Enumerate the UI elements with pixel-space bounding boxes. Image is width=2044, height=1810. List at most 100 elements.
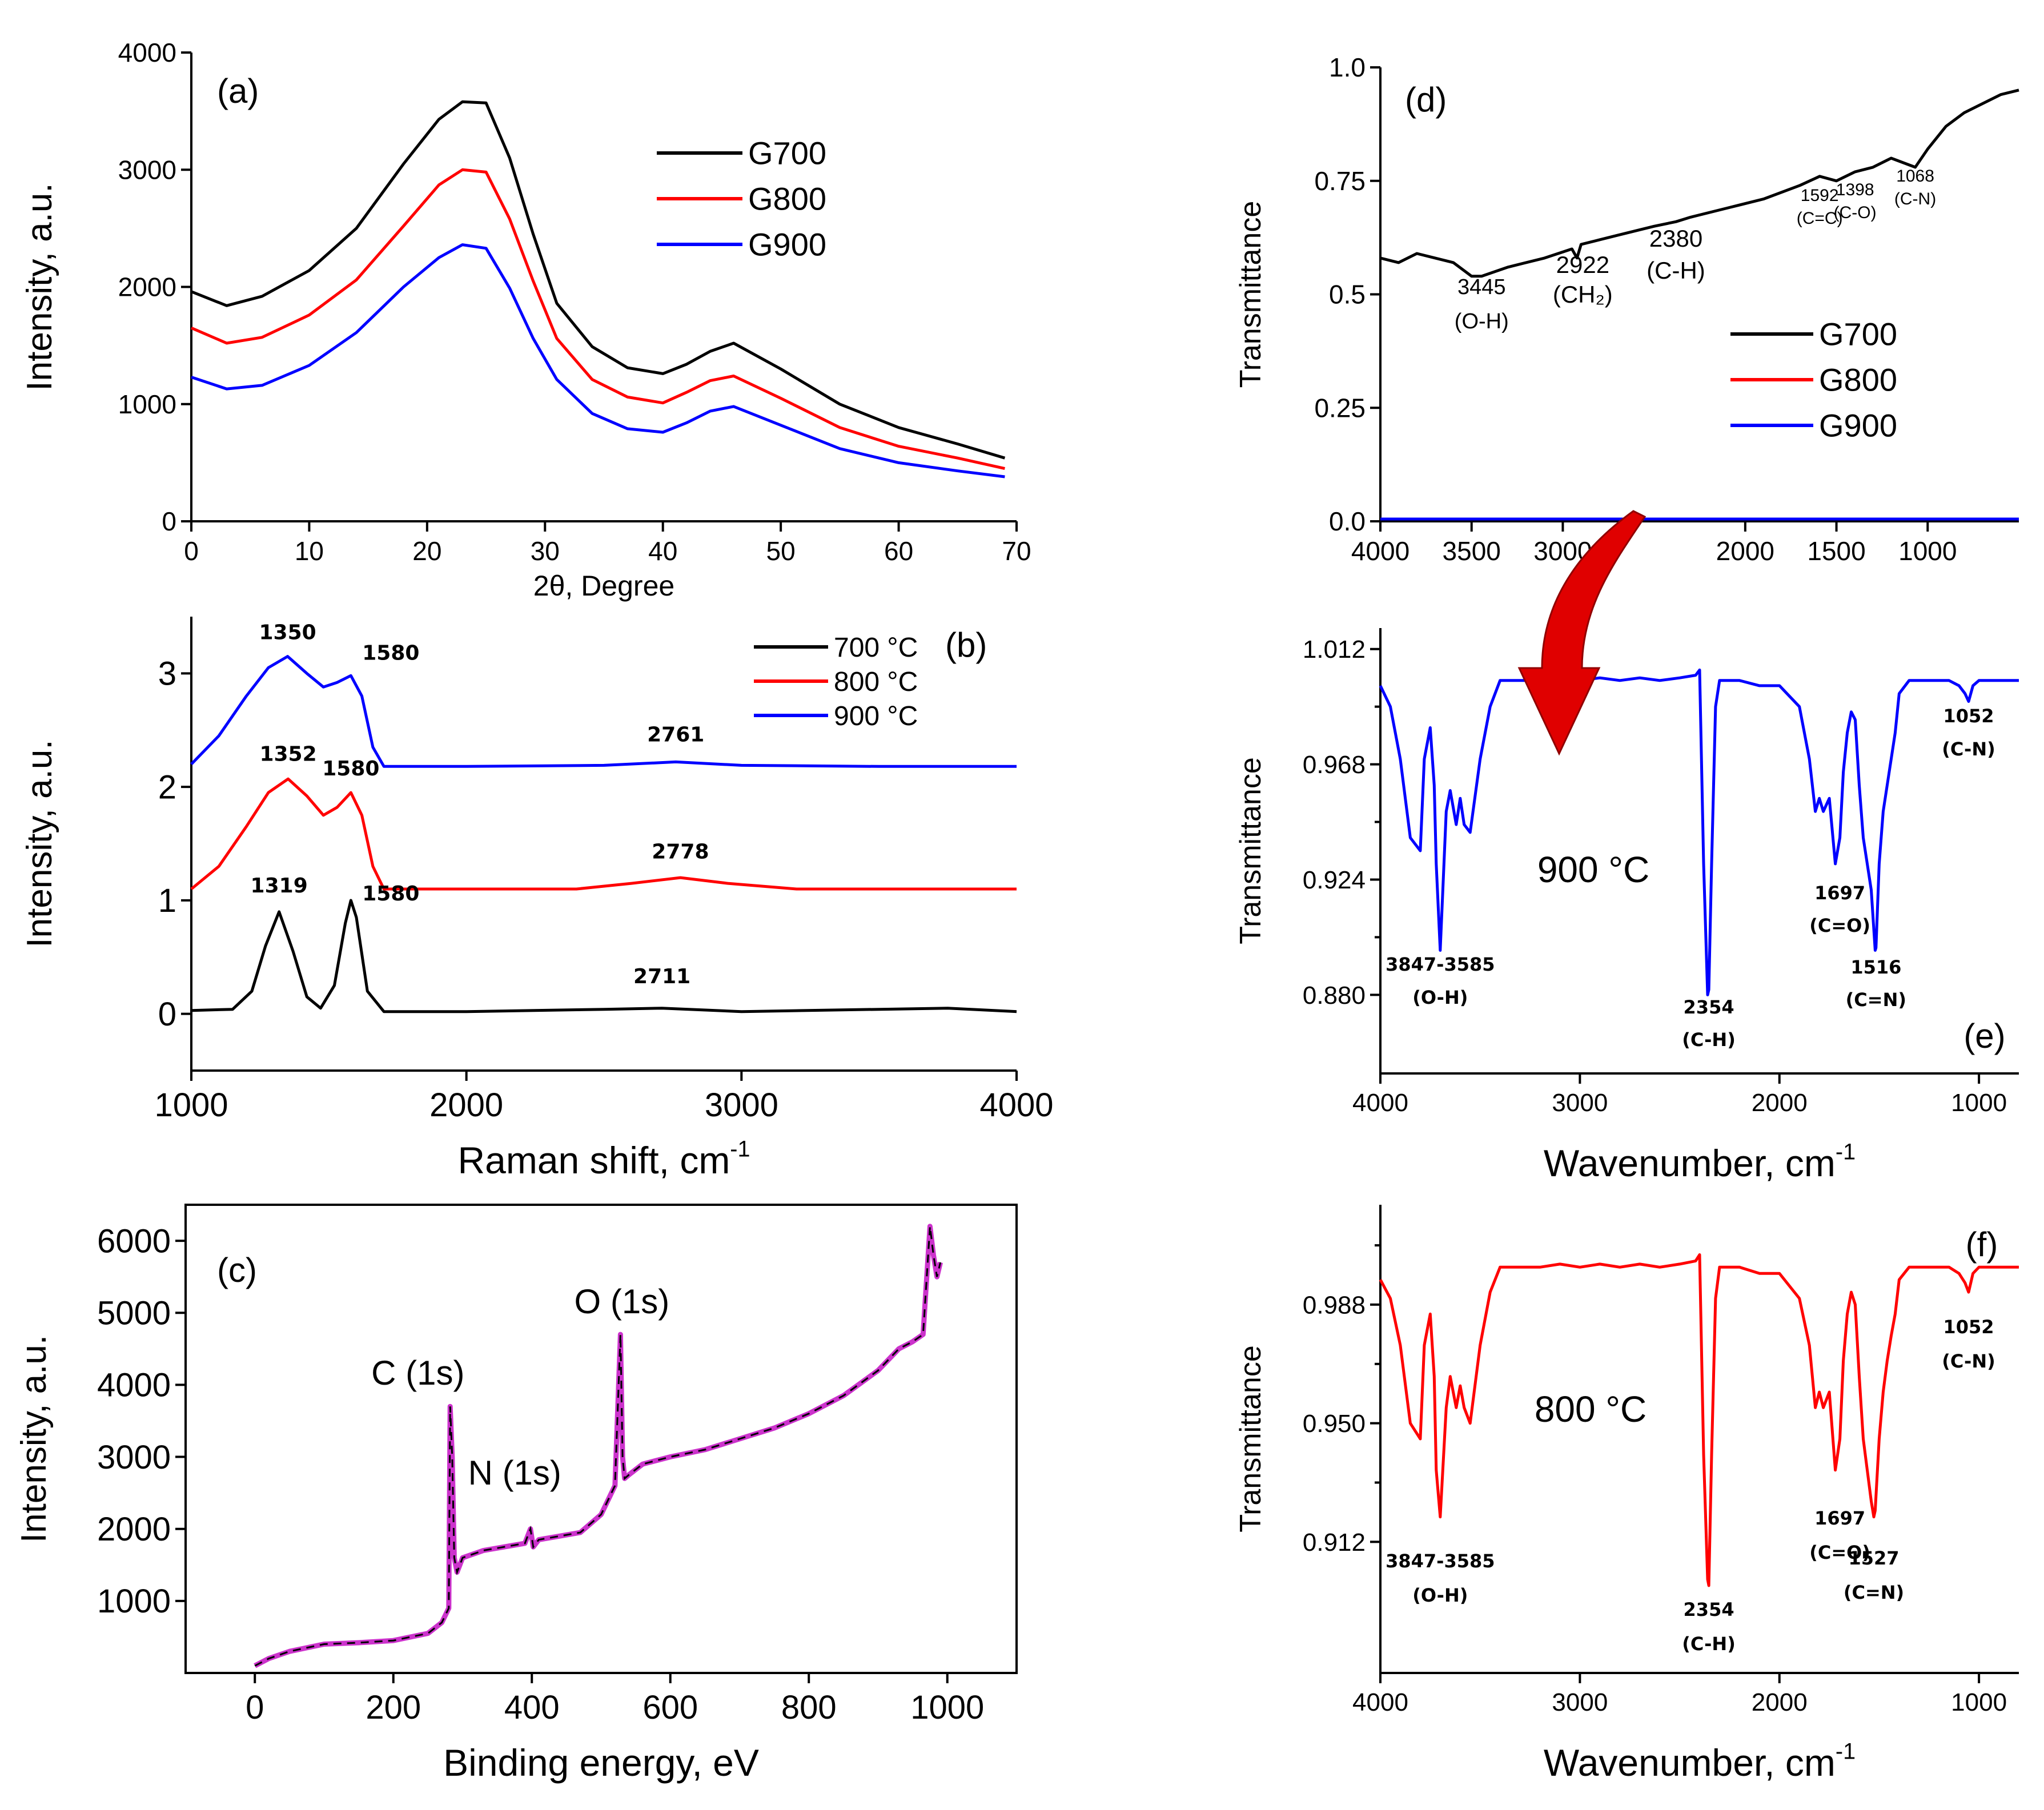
series-line-g800: [191, 168, 1005, 470]
legend-label: G900: [1819, 408, 1897, 444]
series-line-overlay: [254, 1226, 942, 1667]
series-line-g700: [191, 100, 1006, 460]
y-axis-title: Transmittance: [1234, 1345, 1267, 1533]
red-arrow: [1517, 510, 1647, 756]
temperature-label: 800 °C: [1535, 1389, 1647, 1430]
peak-label: 3445: [1457, 275, 1506, 299]
legend-label: 700 °C: [834, 633, 918, 663]
x-axis-title: Wavenumber, cm-1: [1544, 1739, 1856, 1784]
peak-label: 1052: [1943, 1316, 1994, 1338]
y-tick-label: 0.912: [1303, 1529, 1366, 1556]
y-tick-label: 0.988: [1303, 1291, 1366, 1319]
x-tick-label: 0: [246, 1689, 264, 1726]
peak-label: 2761: [647, 723, 704, 747]
x-tick-label: 3000: [705, 1087, 778, 1124]
x-tick-label: 800: [781, 1689, 837, 1726]
peak-label: 2711: [633, 965, 690, 988]
peak-label: 1580: [362, 641, 419, 665]
peak-label: 1516: [1850, 956, 1901, 978]
x-tick-label: 10: [295, 536, 324, 566]
peak-label-assignment: (C-N): [1942, 738, 1995, 760]
y-axis-title: Transmittance: [1234, 201, 1267, 388]
x-tick-label: 4000: [1351, 536, 1409, 566]
y-axis-title: Intensity, a.u.: [20, 739, 59, 947]
x-tick-label: 1000: [1951, 1089, 2007, 1117]
peak-label-assignment: (C=N): [1844, 1582, 1904, 1603]
panel-c-xps-chart: 0 200 400 600 800 1000 1000 2000 3000 4000 5000 600…: [14, 1204, 1018, 1784]
y-tick-label: 4000: [118, 38, 176, 67]
series-line-g700: [1380, 89, 2019, 278]
peak-label: C (1s): [371, 1354, 464, 1392]
panel-label: (e): [1963, 1017, 2005, 1055]
panel-a-xrd-chart: 0 10 20 30 40 50 60 70 0 1000 2000 3000 4000 Intensit…: [20, 38, 1031, 602]
peak-label: 1580: [362, 882, 419, 906]
x-tick-label: 2000: [1716, 536, 1774, 566]
y-tick-label: 3: [158, 655, 176, 693]
panel-f-ftir-800-chart: 4000 3000 2000 1000 0.912 0.950 0.988 Transmitt…: [1234, 1205, 2019, 1784]
x-tick-label: 30: [531, 536, 560, 566]
temperature-label: 900 °C: [1537, 849, 1649, 890]
x-tick-label: 2000: [429, 1087, 503, 1124]
peak-label: 1697: [1814, 882, 1865, 904]
x-axis-title: Raman shift, cm-1: [458, 1136, 750, 1181]
peak-label-assignment: (C-N): [1942, 1350, 1995, 1372]
y-tick-label: 1000: [97, 1583, 171, 1620]
panel-label: (f): [1966, 1225, 1998, 1264]
y-tick-label: 0.5: [1329, 280, 1366, 309]
peak-label: 1352: [259, 742, 316, 766]
peak-label-assignment: (C-N): [1894, 190, 1936, 208]
series-line-700-c: [191, 899, 1017, 1013]
series-line-900-c: [1379, 668, 2019, 996]
x-tick-label: 1000: [910, 1689, 984, 1726]
legend-label: 800 °C: [834, 667, 918, 697]
plot-frame: [184, 1204, 1018, 1674]
legend-label: G700: [1819, 316, 1897, 352]
peak-label-assignment: (C=O): [1809, 915, 1870, 936]
y-tick-label: 4000: [97, 1367, 171, 1404]
peak-label: N (1s): [468, 1454, 561, 1492]
peak-label: 1527: [1848, 1547, 1899, 1569]
y-tick-label: 2000: [97, 1511, 171, 1548]
x-tick-label: 4000: [1352, 1688, 1408, 1716]
peak-label-assignment: (C-H): [1682, 1633, 1736, 1655]
x-tick-label: 3500: [1443, 536, 1501, 566]
transition-arrow: [1517, 510, 1647, 756]
peak-label: 3847-3585: [1386, 1550, 1495, 1572]
peak-label: 1697: [1814, 1507, 1865, 1529]
x-tick-label: 1500: [1807, 536, 1865, 566]
y-axis-title: Intensity, a.u.: [20, 183, 59, 391]
x-tick-label: 2000: [1752, 1688, 1808, 1716]
y-tick-label: 0.924: [1303, 866, 1366, 894]
peak-label-assignment: (C-O): [1834, 203, 1877, 222]
x-axis-title: 2θ, Degree: [533, 570, 674, 602]
x-tick-label: 40: [648, 536, 677, 566]
panel-label: (d): [1405, 81, 1447, 119]
y-tick-label: 2000: [118, 272, 176, 302]
y-tick-label: 0.75: [1314, 166, 1366, 196]
x-axis-title-sup: -1: [1836, 1739, 1856, 1764]
peak-label: 1592: [1801, 186, 1839, 205]
x-axis-title: Binding energy, eV: [443, 1741, 759, 1784]
legend-label: 900 °C: [834, 701, 918, 731]
peak-label-assignment: (O-H): [1455, 309, 1509, 333]
x-tick-label: 1000: [154, 1087, 228, 1124]
x-tick-label: 60: [884, 536, 913, 566]
peak-label: 2922: [1556, 251, 1609, 278]
y-axis-title: Intensity, a.u.: [14, 1335, 54, 1543]
y-tick-label: 3000: [118, 155, 176, 184]
peak-label: 2354: [1684, 1599, 1734, 1620]
x-tick-label: 50: [766, 536, 796, 566]
peak-label: 1068: [1896, 167, 1934, 186]
y-tick-label: 5000: [97, 1295, 171, 1332]
x-axis-title: Wavenumber, cm-1: [1544, 1139, 1856, 1184]
peak-label-assignment: (C=C): [1797, 209, 1843, 228]
x-tick-label: 1000: [1951, 1688, 2007, 1716]
series-line-900-c: [190, 655, 1017, 768]
peak-label: 1350: [259, 621, 316, 645]
panel-d-ftir-chart: 4000 3500 3000 2000 1500 10000.00.250.50.751.…: [1234, 53, 2019, 566]
panel-e-ftir-900-chart: 4000 3000 2000 1000 0.880 0.924 0.968 1.012 Tran…: [1234, 628, 2019, 1184]
x-tick-label: 70: [1002, 536, 1031, 566]
panel-b-raman-chart: 1000 2000 3000 4000 0 1 2 3 Intensity, a.u. Raman…: [20, 617, 1054, 1181]
y-tick-label: 0.968: [1303, 751, 1366, 779]
